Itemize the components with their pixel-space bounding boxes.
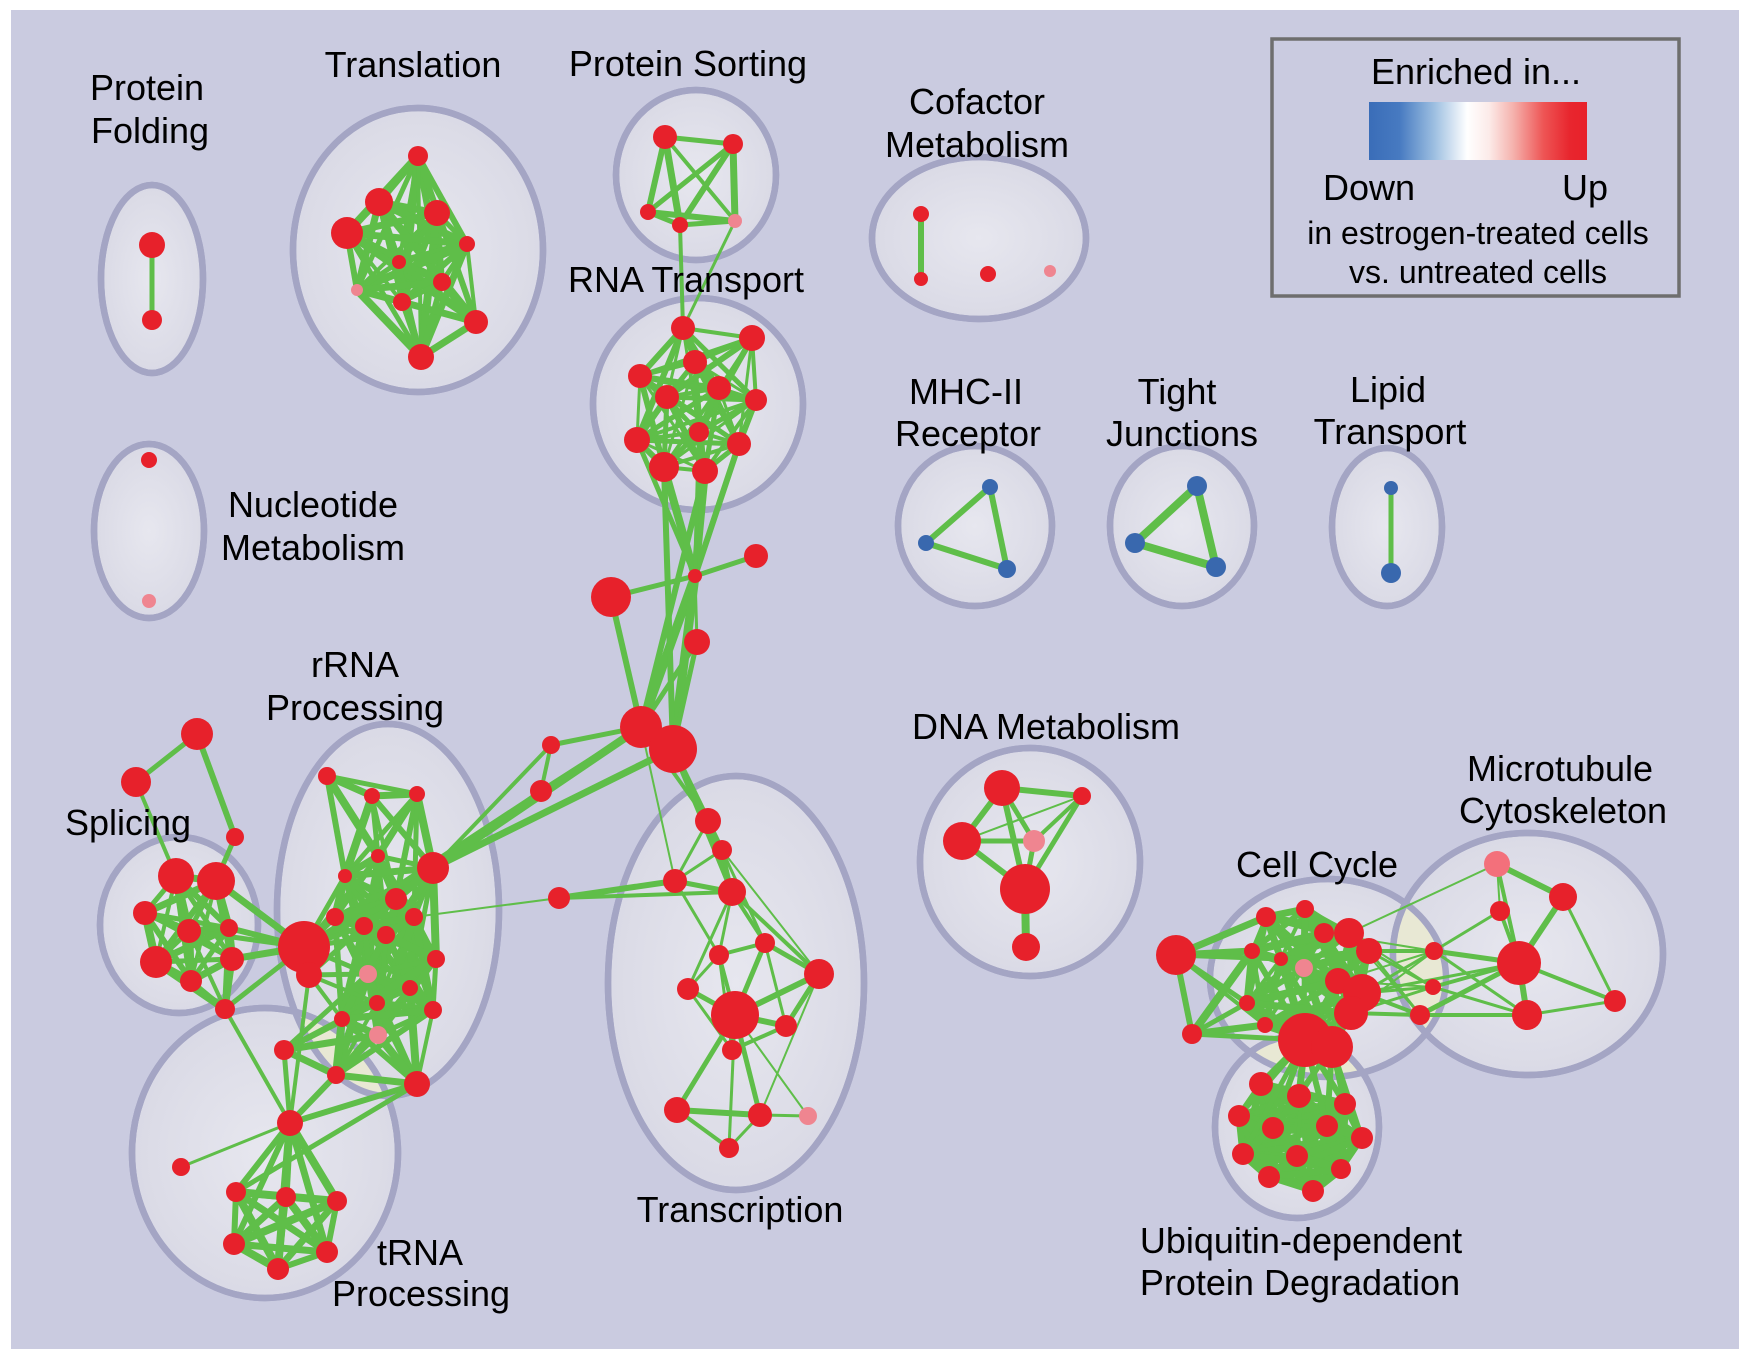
svg-text:Ubiquitin-dependent: Ubiquitin-dependent (1140, 1220, 1462, 1261)
svg-text:Metabolism: Metabolism (221, 527, 405, 568)
svg-text:Processing: Processing (266, 687, 444, 728)
svg-text:Cell Cycle: Cell Cycle (1236, 844, 1398, 885)
svg-text:Transport: Transport (1314, 411, 1467, 452)
svg-text:Tight: Tight (1138, 371, 1217, 412)
svg-text:Lipid: Lipid (1350, 369, 1426, 410)
svg-text:Folding: Folding (91, 110, 209, 151)
svg-text:Up: Up (1562, 167, 1608, 208)
svg-text:Receptor: Receptor (895, 413, 1041, 454)
svg-text:Junctions: Junctions (1106, 413, 1258, 454)
svg-text:vs. untreated cells: vs. untreated cells (1349, 254, 1607, 290)
svg-text:Enriched in...: Enriched in... (1371, 51, 1581, 92)
svg-text:MHC-II: MHC-II (909, 371, 1023, 412)
svg-text:Protein Degradation: Protein Degradation (1140, 1262, 1460, 1303)
svg-text:DNA Metabolism: DNA Metabolism (912, 706, 1180, 747)
svg-text:Cytoskeleton: Cytoskeleton (1459, 790, 1667, 831)
svg-text:Down: Down (1323, 167, 1415, 208)
svg-text:RNA Transport: RNA Transport (568, 259, 804, 300)
svg-text:Processing: Processing (332, 1273, 510, 1314)
svg-text:Transcription: Transcription (637, 1189, 844, 1230)
svg-text:Metabolism: Metabolism (885, 124, 1069, 165)
svg-text:Splicing: Splicing (65, 802, 191, 843)
svg-text:in estrogen-treated cells: in estrogen-treated cells (1307, 215, 1649, 251)
svg-text:rRNA: rRNA (311, 644, 399, 685)
svg-text:Nucleotide: Nucleotide (228, 484, 398, 525)
svg-text:Microtubule: Microtubule (1467, 748, 1653, 789)
svg-text:Protein Sorting: Protein Sorting (569, 43, 807, 84)
svg-text:Protein: Protein (90, 67, 204, 108)
svg-text:Cofactor: Cofactor (909, 81, 1045, 122)
svg-text:tRNA: tRNA (377, 1232, 463, 1273)
svg-text:Translation: Translation (325, 44, 502, 85)
